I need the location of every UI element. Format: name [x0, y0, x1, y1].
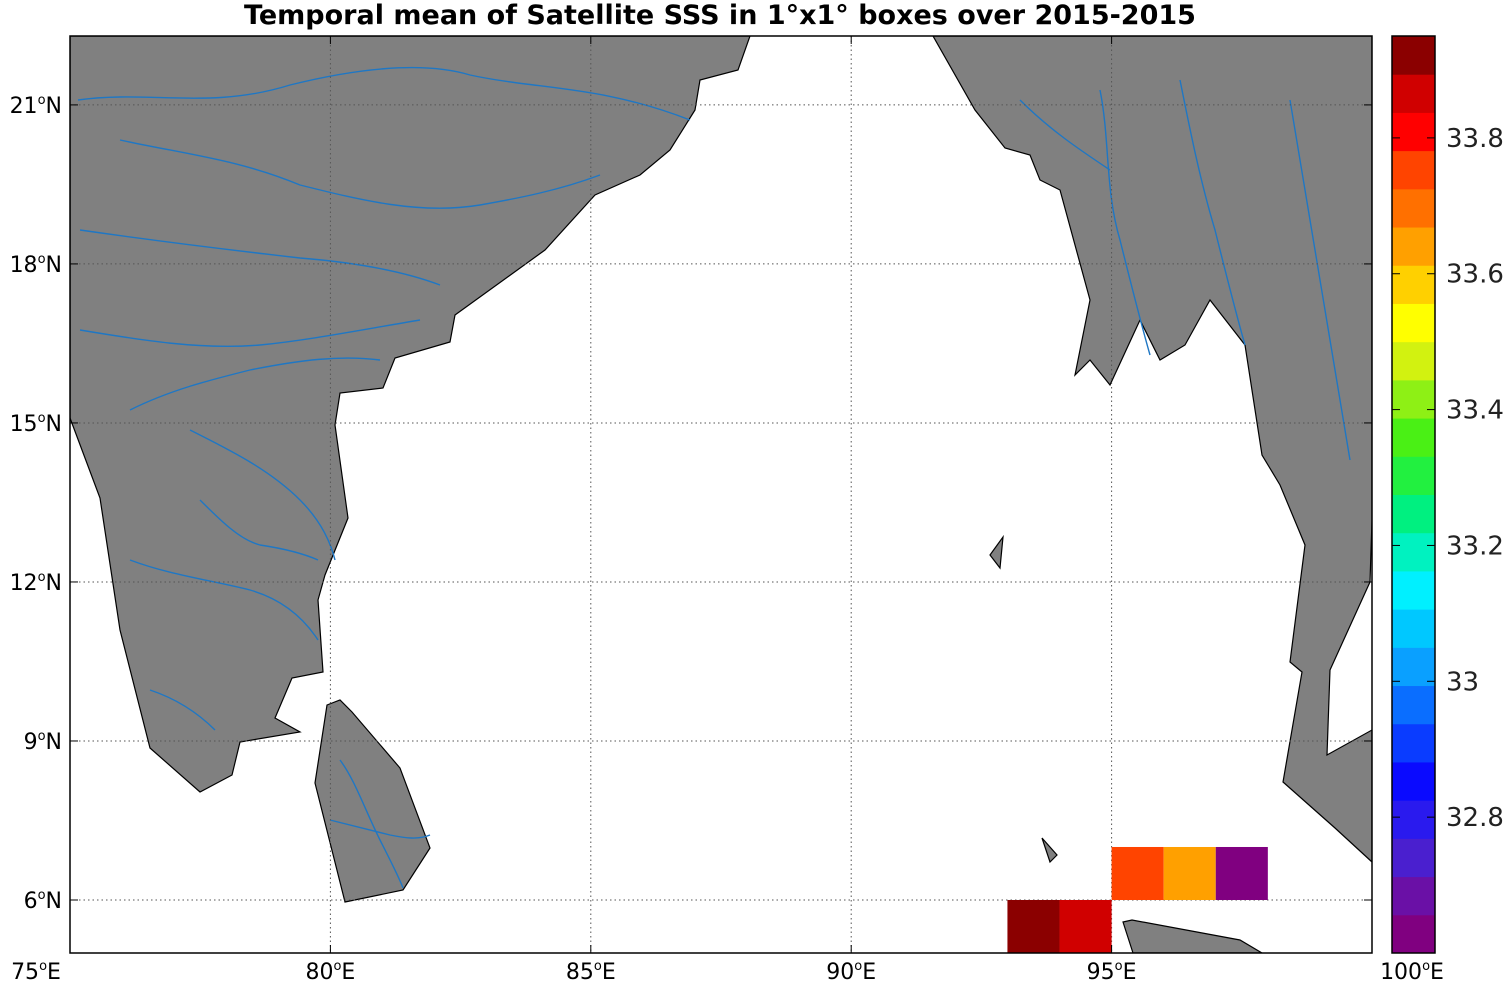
sss-cell [1007, 899, 1060, 953]
tick-number: 9 [24, 730, 38, 755]
degree-symbol: o [38, 252, 46, 267]
colorbar-tick-label: 33.2 [1446, 531, 1504, 561]
degree-symbol: o [39, 959, 47, 974]
sri-lanka-landmass [314, 699, 431, 903]
colorbar-segment [1392, 150, 1435, 190]
colorbar-segment [1392, 418, 1435, 457]
degree-symbol: o [38, 570, 46, 585]
tick-number: 21 [10, 94, 38, 119]
tick-number: 90 [826, 960, 854, 984]
degree-symbol: o [1422, 959, 1430, 974]
tick-hemisphere: E [862, 960, 876, 984]
colorbar-segment [1392, 570, 1435, 610]
india-landmass [70, 36, 751, 793]
colorbar-tick-label: 33.8 [1446, 124, 1504, 154]
colorbar-segment [1392, 838, 1435, 878]
tick-label: 15oN [10, 411, 62, 437]
tick-number: 85 [566, 960, 594, 984]
sss-cells [1007, 846, 1268, 953]
tick-hemisphere: E [602, 960, 616, 984]
tick-hemisphere: N [46, 571, 62, 596]
tick-hemisphere: E [47, 960, 61, 984]
tick-label: 90oE [826, 959, 876, 984]
degree-symbol: o [38, 93, 46, 108]
tick-hemisphere: E [1430, 960, 1444, 984]
colorbar-segment [1392, 647, 1435, 687]
colorbar-segment [1392, 685, 1435, 725]
tick-number: 18 [10, 253, 38, 278]
andaman-island-north [989, 534, 1004, 570]
sss-cell [1059, 899, 1112, 953]
map-frame [69, 35, 1373, 954]
tick-number: 12 [10, 571, 38, 596]
colorbar-tick-label: 32.8 [1446, 803, 1504, 833]
tick-label: 100oE [1380, 959, 1444, 984]
tick-number: 95 [1087, 960, 1115, 984]
colorbar: 32.8 33 33.2 33.4 33.6 33.8 [1391, 35, 1504, 954]
tick-hemisphere: N [46, 730, 62, 755]
colorbar-frame [1391, 35, 1436, 954]
degree-symbol: o [38, 411, 46, 426]
colorbar-tick-label: 33.6 [1446, 260, 1504, 290]
colorbar-tick-label: 33.4 [1446, 396, 1504, 426]
tick-hemisphere: N [46, 253, 62, 278]
colorbar-segment [1392, 914, 1435, 954]
tick-hemisphere: N [46, 94, 62, 119]
degree-symbol: o [333, 959, 341, 974]
tick-number: 100 [1380, 960, 1422, 984]
myanmar-landmass [932, 36, 1372, 863]
colorbar-segment [1392, 112, 1435, 152]
colorbar-segment [1392, 74, 1435, 113]
tick-hemisphere: E [341, 960, 355, 984]
tick-label: 6oN [24, 888, 62, 914]
tick-label: 18oN [10, 252, 62, 278]
degree-symbol: o [38, 729, 46, 744]
tick-number: 80 [305, 960, 333, 984]
colorbar-segment [1392, 456, 1435, 495]
rivers [77, 66, 1351, 889]
tick-number: 6 [24, 889, 38, 914]
tick-hemisphere: N [46, 889, 62, 914]
colorbar-segment [1392, 341, 1435, 381]
tick-label: 9oN [24, 729, 62, 755]
colorbar-segment [1392, 303, 1435, 343]
tick-label: 85oE [566, 959, 616, 984]
sumatra-landmass [1122, 919, 1264, 953]
colorbar-segment [1392, 227, 1435, 266]
degree-symbol: o [594, 959, 602, 974]
tick-hemisphere: E [1123, 960, 1137, 984]
sss-cell [1111, 846, 1164, 900]
andaman-island-south [1041, 837, 1058, 864]
colorbar-segment [1392, 379, 1435, 419]
tick-hemisphere: N [46, 412, 62, 437]
sss-cell [1163, 846, 1216, 900]
degree-symbol: o [1115, 959, 1123, 974]
tick-number: 75 [11, 960, 39, 984]
sss-cell [1215, 846, 1268, 900]
colorbar-tick-label: 33 [1446, 667, 1479, 697]
colorbar-segment [1392, 761, 1435, 801]
colorbar-segment [1392, 265, 1435, 304]
tick-label: 21oN [10, 93, 62, 119]
colorbar-segment [1392, 876, 1435, 916]
colorbar-segment [1392, 723, 1435, 763]
colorbar-segment [1392, 609, 1435, 648]
degree-symbol: o [38, 888, 46, 903]
map-area [70, 36, 1372, 953]
tick-label: 95oE [1087, 959, 1137, 984]
tick-number: 15 [10, 412, 38, 437]
colorbar-segment [1392, 188, 1435, 228]
colorbar-segment [1392, 494, 1435, 534]
colorbar-segment [1392, 36, 1435, 75]
colorbar-segment [1392, 800, 1435, 839]
tick-label: 12oN [10, 570, 62, 596]
colorbar-segment [1392, 532, 1435, 572]
figure-title: Temporal mean of Satellite SSS in 1°x1° … [244, 0, 1196, 31]
tick-label: 80oE [305, 959, 355, 984]
x-axis-ticks: 75oE 80oE 85oE 90oE 95oE 100oE [11, 36, 1444, 984]
tick-label: 75oE [11, 959, 61, 984]
degree-symbol: o [854, 959, 862, 974]
